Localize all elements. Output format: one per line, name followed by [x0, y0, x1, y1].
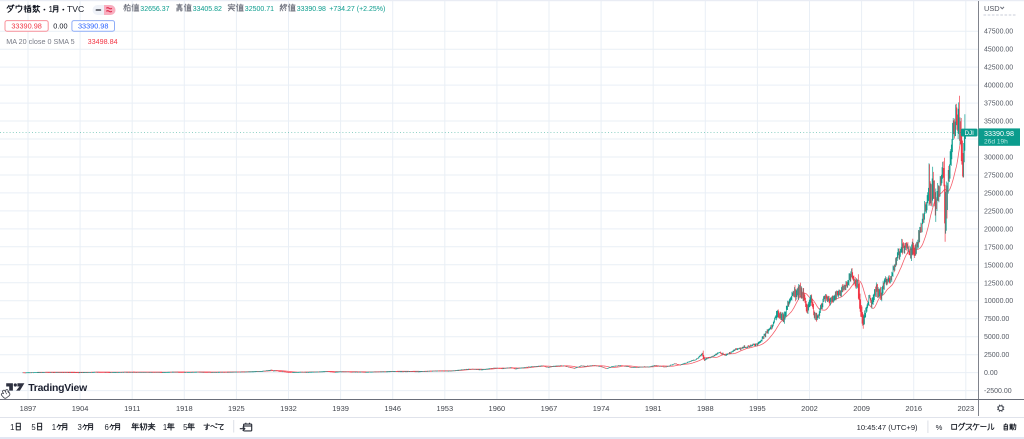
svg-text:1: 1 [48, 4, 53, 14]
svg-text:26d 19h: 26d 19h [984, 139, 1008, 146]
svg-text:3: 3 [78, 423, 82, 432]
svg-text:TradingView: TradingView [28, 383, 88, 394]
svg-text:1911: 1911 [124, 404, 140, 413]
svg-text:10:45:47 (UTC+9): 10:45:47 (UTC+9) [857, 423, 918, 432]
svg-text:33390.98: 33390.98 [11, 22, 41, 31]
svg-text:35000.00: 35000.00 [984, 119, 1013, 126]
svg-text:1: 1 [10, 423, 14, 432]
svg-text:10000.00: 10000.00 [984, 298, 1013, 305]
svg-text:32656.37: 32656.37 [140, 6, 169, 13]
svg-text:0.00: 0.00 [53, 22, 67, 31]
svg-text:37500.00: 37500.00 [984, 101, 1013, 108]
svg-text:33390.98: 33390.98 [78, 22, 108, 31]
svg-text:1904: 1904 [72, 404, 89, 413]
svg-text:1918: 1918 [176, 404, 193, 413]
svg-text:33498.84: 33498.84 [88, 37, 118, 46]
svg-text:2023: 2023 [957, 404, 974, 413]
svg-text:5: 5 [31, 423, 36, 432]
svg-text:15000.00: 15000.00 [984, 262, 1013, 269]
svg-text:1: 1 [163, 423, 167, 432]
svg-text:1988: 1988 [697, 404, 714, 413]
svg-text:42500.00: 42500.00 [984, 65, 1013, 72]
svg-text:20000.00: 20000.00 [984, 226, 1013, 233]
svg-text:22500.00: 22500.00 [984, 208, 1013, 215]
svg-text:33390.98: 33390.98 [297, 6, 326, 13]
svg-text:17500.00: 17500.00 [984, 244, 1013, 251]
svg-text:2002: 2002 [801, 404, 818, 413]
svg-text:27500.00: 27500.00 [984, 173, 1013, 180]
svg-text:47500.00: 47500.00 [984, 29, 1013, 36]
svg-text:1953: 1953 [436, 404, 453, 413]
svg-text:5000.00: 5000.00 [984, 334, 1009, 341]
svg-text:USD: USD [984, 4, 1000, 13]
svg-text:1981: 1981 [645, 404, 662, 413]
svg-text:1925: 1925 [228, 404, 245, 413]
svg-text:45000.00: 45000.00 [984, 47, 1013, 54]
svg-text:MA 20 close 0 SMA 5: MA 20 close 0 SMA 5 [6, 37, 74, 46]
svg-text:7500.00: 7500.00 [984, 316, 1009, 323]
svg-text:%: % [936, 423, 943, 432]
svg-text:25000.00: 25000.00 [984, 190, 1013, 197]
svg-text:1932: 1932 [280, 404, 297, 413]
svg-text:2500.00: 2500.00 [984, 352, 1009, 359]
svg-text:1939: 1939 [332, 404, 349, 413]
svg-text:33405.82: 33405.82 [193, 6, 222, 13]
svg-text:12500.00: 12500.00 [984, 280, 1013, 287]
svg-text:+734.27 (+2.25%): +734.27 (+2.25%) [329, 6, 385, 13]
svg-text:6: 6 [105, 423, 109, 432]
svg-text:1974: 1974 [593, 404, 610, 413]
svg-text:32500.71: 32500.71 [245, 6, 274, 13]
svg-text:1: 1 [52, 423, 56, 432]
svg-text:5: 5 [183, 423, 188, 432]
svg-text:TVC: TVC [67, 4, 84, 14]
svg-text:40000.00: 40000.00 [984, 83, 1013, 90]
svg-text:1897: 1897 [20, 404, 37, 413]
svg-text:1967: 1967 [541, 404, 558, 413]
svg-text:30000.00: 30000.00 [984, 155, 1013, 162]
svg-text:2016: 2016 [905, 404, 922, 413]
svg-text:33390.98: 33390.98 [984, 129, 1014, 138]
svg-text:1960: 1960 [489, 404, 506, 413]
svg-text:-2500.00: -2500.00 [984, 388, 1012, 395]
svg-text:DJI: DJI [964, 130, 974, 137]
svg-text:1995: 1995 [749, 404, 766, 413]
svg-text:0.00: 0.00 [984, 370, 998, 377]
svg-text:2009: 2009 [853, 404, 870, 413]
svg-text:1946: 1946 [384, 404, 401, 413]
